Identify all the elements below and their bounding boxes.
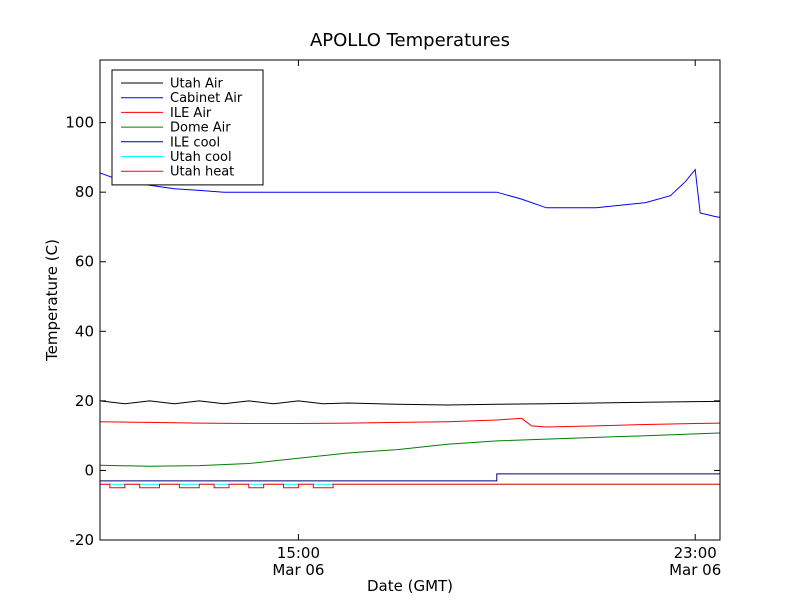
x-tick-label-time: 15:00 <box>277 544 320 562</box>
x-axis-label: Date (GMT) <box>367 577 453 595</box>
x-tick-label-time: 23:00 <box>674 544 717 562</box>
legend-label: Utah heat <box>170 165 234 180</box>
legend-label: Cabinet Air <box>170 91 243 106</box>
y-tick-label: 40 <box>75 322 94 340</box>
y-axis-label: Temperature (C) <box>43 239 61 362</box>
x-tick-label-date: Mar 06 <box>272 561 324 579</box>
series-line-ile-air <box>100 417 720 428</box>
chart-title: APOLLO Temperatures <box>310 30 510 51</box>
series-line-ile-cool <box>100 473 720 482</box>
series-line-dome-air <box>100 432 720 467</box>
series-line-cabinet-air <box>100 168 720 218</box>
plot-frame <box>99 59 721 541</box>
y-tick-label: 100 <box>65 114 94 132</box>
y-tick-label: 80 <box>75 183 94 201</box>
legend-label: Utah Air <box>170 77 223 92</box>
y-tick-label: 20 <box>75 392 94 410</box>
legend-label: Dome Air <box>170 121 231 136</box>
series-line-utah-heat <box>100 483 720 489</box>
x-tick-label-date: Mar 06 <box>669 561 721 579</box>
y-tick-label: -20 <box>70 531 95 549</box>
legend-label: Utah cool <box>170 150 232 165</box>
y-tick-label: 0 <box>84 461 94 479</box>
plot-lines <box>100 168 720 489</box>
series-line-utah-air <box>100 400 720 406</box>
legend-label: ILE cool <box>170 135 220 150</box>
legend-label: ILE Air <box>170 106 212 121</box>
y-tick-label: 60 <box>75 253 94 271</box>
y-axis: -20 0 20 40 60 80 100 <box>65 114 720 549</box>
